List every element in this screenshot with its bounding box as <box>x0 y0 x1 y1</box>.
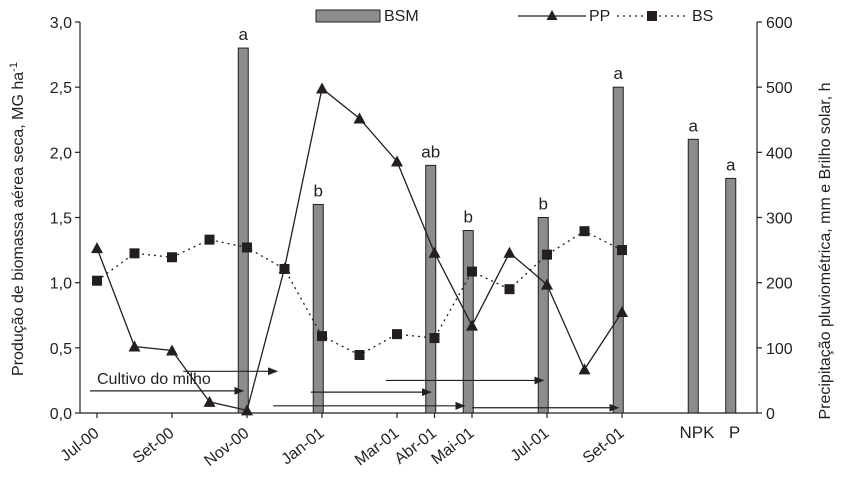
left-tick-label: 0,5 <box>50 341 72 358</box>
axes <box>79 22 758 414</box>
left-axis-title-main: Produção de biomassa aérea seca, MG ha <box>10 72 27 376</box>
left-tick-label: 3,0 <box>50 15 72 32</box>
legend-bs-marker <box>647 11 657 21</box>
pp-point <box>466 319 478 331</box>
bsm-bar <box>687 138 699 414</box>
pp-point <box>578 363 591 375</box>
bs-point <box>167 252 177 263</box>
bs-point <box>579 226 590 237</box>
bs-point <box>129 248 140 259</box>
cultivo-arrows <box>90 367 620 412</box>
legend-pp-label: PP <box>589 8 610 25</box>
legend-bs-label: BS <box>692 8 713 25</box>
x-tick-label: Nov-00 <box>201 425 252 470</box>
pp-point <box>241 404 253 416</box>
legend-bsm-swatch <box>315 9 381 23</box>
x-tick-label: Jul-01 <box>508 425 553 465</box>
bar-significance-letter: b <box>314 181 323 200</box>
right-tick-label: 300 <box>766 211 793 228</box>
x-tick-label: Jan-01 <box>278 425 327 469</box>
legend-bsm-label: BSM <box>384 8 419 25</box>
left-axis-title: Produção de biomassa aérea seca, MG ha-1 <box>8 62 27 376</box>
x-ticks: Jul-00 Set-00 Nov-00 Jan-01 Mar-01Abr-01Mai-… <box>58 413 740 470</box>
bar-significance-letter: a <box>239 25 249 44</box>
bs-point <box>504 284 515 295</box>
right-tick-label: 100 <box>766 341 793 358</box>
pp-point <box>128 340 141 352</box>
pp-point <box>203 395 216 407</box>
pp-point <box>278 262 291 274</box>
pp-point <box>391 155 403 167</box>
bs-point <box>242 242 252 253</box>
bar-significance-letter: a <box>614 64 624 83</box>
bs-point <box>542 249 552 260</box>
pp-point <box>428 246 441 258</box>
legend-pp-marker <box>546 10 558 20</box>
right-tick-label: 0 <box>766 406 775 423</box>
bar-significance-letter: b <box>464 208 473 227</box>
left-tick-label: 2,0 <box>50 145 72 162</box>
bsm-bar <box>725 177 737 414</box>
bs-markers <box>92 226 627 361</box>
left-tick-label: 1,0 <box>50 276 72 293</box>
left-axis-title-superscript: -1 <box>8 62 20 72</box>
left-tick-label: 0,0 <box>50 406 72 423</box>
legend: BSM PP BS <box>315 8 713 25</box>
bs-point <box>429 333 440 344</box>
bs-point <box>392 329 402 340</box>
bar-significance-letter: ab <box>421 142 440 161</box>
bar-significance-letter: a <box>726 155 736 174</box>
pp-point <box>541 278 553 290</box>
left-tick-label: 2,5 <box>50 80 72 97</box>
x-tick-label: Set-01 <box>580 425 628 467</box>
bs-point <box>204 234 215 245</box>
x-tick-label: Set-00 <box>130 425 178 467</box>
pp-point <box>503 246 516 258</box>
left-y-ticks: 0,0 0,5 1,0 1,5 2,0 2,5 3,0 <box>50 15 80 423</box>
right-axis-title: Precipitação pluviométrica, mm e Brilho … <box>817 82 834 419</box>
bs-point <box>317 331 327 342</box>
bar-significance-letter: a <box>689 116 699 135</box>
right-tick-label: 400 <box>766 145 793 162</box>
x-tick-label: Jul-00 <box>58 425 103 465</box>
bar-significance-letter: b <box>539 195 548 214</box>
bsm-bar <box>312 203 324 414</box>
bs-point <box>92 275 102 286</box>
category-label: P <box>729 423 740 442</box>
pp-point <box>91 242 103 254</box>
bsm-bar <box>237 47 249 414</box>
right-tick-label: 600 <box>766 15 793 32</box>
bs-point <box>617 245 627 256</box>
right-tick-label: 200 <box>766 276 793 293</box>
category-label: NPK <box>680 423 716 442</box>
x-tick-label: Mar-01 <box>352 425 402 470</box>
left-tick-label: 1,5 <box>50 211 72 228</box>
pp-point <box>316 82 328 94</box>
bs-point <box>467 266 477 277</box>
pp-point <box>353 112 366 124</box>
x-tick-label: Mai-01 <box>428 425 477 469</box>
bsm-bar <box>425 164 437 414</box>
pp-point <box>616 305 628 317</box>
bsm-bar <box>462 230 474 414</box>
bsm-bar <box>537 217 549 414</box>
bs-point <box>354 350 365 361</box>
pp-markers <box>91 82 628 416</box>
right-y-ticks: 0 100 200 300 400 500 600 <box>757 15 793 423</box>
cultivo-label: Cultivo do milho <box>97 371 211 388</box>
pp-point <box>166 344 178 356</box>
right-tick-label: 500 <box>766 80 793 97</box>
